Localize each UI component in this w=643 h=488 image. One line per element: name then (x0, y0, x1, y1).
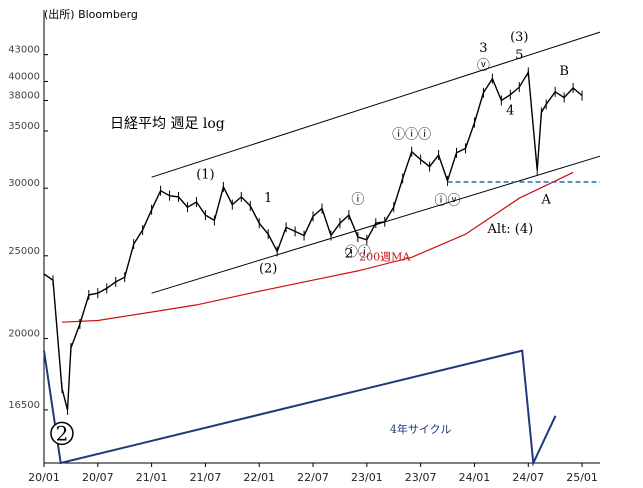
annotation-label: ⓘⓥ (435, 194, 461, 209)
y-tick-label: 43000 (8, 45, 40, 56)
annotation-label: 2 (345, 246, 353, 261)
annotation-label: 2 (56, 421, 69, 445)
y-axis-ticks: 43000 40000 38000 35000 30000 25000 20000 16500 (8, 45, 48, 411)
x-tick-label: 24/01 (459, 471, 491, 484)
x-tick-label: 24/07 (512, 471, 544, 484)
ma-200w-series (61, 171, 574, 323)
annotation-label: 4 (506, 103, 514, 118)
annotation-label: Alt: (4) (486, 222, 533, 237)
annotation-label: 1 (264, 191, 272, 206)
x-tick-label: 21/01 (136, 471, 168, 484)
annotation-label: 5 (515, 48, 523, 63)
y-tick-label: 16500 (8, 400, 40, 411)
y-tick-label: 38000 (8, 90, 40, 101)
cycle-line (43, 349, 557, 467)
annotation-label: B (559, 64, 569, 79)
annotation-label: 200週MA (359, 250, 411, 263)
four-year-cycle-series (43, 349, 557, 467)
y-tick-label: 30000 (8, 178, 40, 189)
channel-line-1 (151, 31, 601, 178)
annotation-label: (1) (196, 167, 214, 182)
annotation-circle (50, 421, 74, 446)
x-tick-label: 20/01 (28, 471, 60, 484)
annotation-label: (2) (259, 261, 277, 276)
x-tick-label: 22/07 (297, 471, 329, 484)
x-axis-ticks: 20/01 20/07 21/01 21/07 22/01 22/07 23/01 23/07… (28, 463, 598, 484)
annotation-label: 3 (479, 41, 487, 56)
annotation-label: A (540, 192, 551, 207)
annotation-label: ⓘⓘ (345, 245, 371, 260)
annotation-label: (3) (510, 30, 528, 45)
source-label: (出所) Bloomberg (44, 8, 138, 21)
price-series (43, 67, 583, 415)
annotation-label: 4年サイクル (390, 422, 451, 436)
x-tick-label: 23/07 (405, 471, 437, 484)
y-tick-label: 25000 (8, 246, 40, 257)
x-tick-label: 21/07 (190, 471, 222, 484)
x-tick-label: 20/07 (82, 471, 114, 484)
y-tick-label: 20000 (8, 329, 40, 340)
ma-line (61, 171, 574, 323)
y-tick-label: 35000 (8, 121, 40, 132)
annotation-label: ⓘ (351, 192, 364, 207)
annotation-label: ⓥ (477, 59, 490, 74)
x-tick-label: 25/01 (566, 471, 598, 484)
x-tick-label: 23/01 (351, 471, 383, 484)
annotation-label: ⓘⓘⓘ (392, 127, 431, 142)
chart-title: 日経平均 週足 log (110, 116, 225, 132)
x-tick-label: 22/01 (243, 471, 275, 484)
plot-frame (43, 10, 600, 464)
y-tick-label: 40000 (8, 71, 40, 82)
